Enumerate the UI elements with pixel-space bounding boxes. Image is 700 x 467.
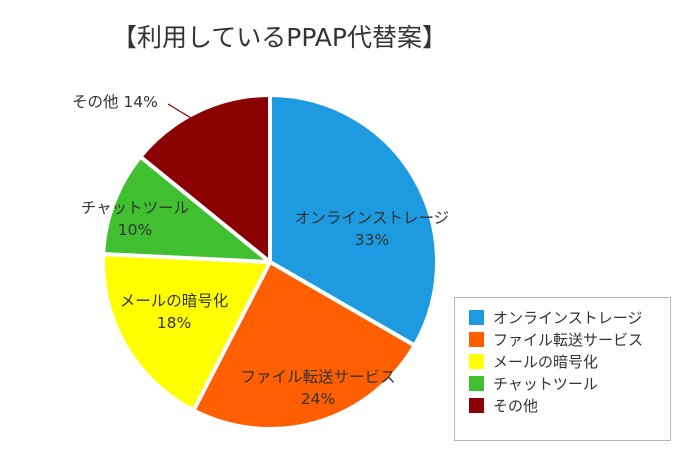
leader-line xyxy=(167,103,192,119)
legend-swatch xyxy=(469,375,484,391)
slice-online-storage xyxy=(268,93,439,348)
slice-chat-tool xyxy=(101,154,272,264)
legend-item-online-storage: オンラインストレージ xyxy=(469,308,643,327)
legend-label: メールの暗号化 xyxy=(493,352,599,371)
slice-label-pct: 24% xyxy=(300,390,336,408)
legend-item-file-transfer: ファイル転送サービス xyxy=(469,330,644,349)
slice-label-chat-tool: チャットツール 10% xyxy=(81,197,189,241)
slice-label-name: チャットツール xyxy=(80,199,190,217)
legend-swatch xyxy=(469,397,484,413)
slice-label-name: ファイル転送サービス xyxy=(240,368,396,386)
slice-label-online-storage: オンラインストレージ 33% xyxy=(295,207,449,251)
slice-label-other: その他 14% xyxy=(72,93,158,111)
chart-title: 【利用しているPPAP代替案】 xyxy=(112,23,447,52)
slice-label-name: メールの暗号化 xyxy=(119,292,229,310)
legend-label: その他 xyxy=(493,396,539,415)
legend-swatch xyxy=(469,331,484,347)
legend-label: オンラインストレージ xyxy=(493,308,643,327)
slice-label-file-transfer: ファイル転送サービス 24% xyxy=(240,366,395,410)
legend-item-chat-tool: チャットツール xyxy=(469,374,598,393)
pie-slices xyxy=(101,93,439,431)
legend-swatch xyxy=(469,353,484,369)
legend-item-other: その他 xyxy=(469,396,539,415)
slice-email-encryption xyxy=(101,252,272,413)
legend-label: チャットツール xyxy=(493,374,598,393)
legend-item-email-encryption: メールの暗号化 xyxy=(469,352,599,371)
legend: オンラインストレージ ファイル転送サービス メールの暗号化 チャットツール その… xyxy=(454,297,671,441)
slice-label-email-encryption: メールの暗号化 18% xyxy=(120,290,229,334)
slice-label-pct: 10% xyxy=(117,221,153,239)
slice-label-pct: 18% xyxy=(156,314,192,332)
slice-label-pct: 33% xyxy=(354,231,390,249)
slice-label-name: オンラインストレージ xyxy=(294,209,450,227)
slice-other xyxy=(138,93,272,264)
legend-label: ファイル転送サービス xyxy=(493,330,644,349)
legend-swatch xyxy=(469,309,484,325)
